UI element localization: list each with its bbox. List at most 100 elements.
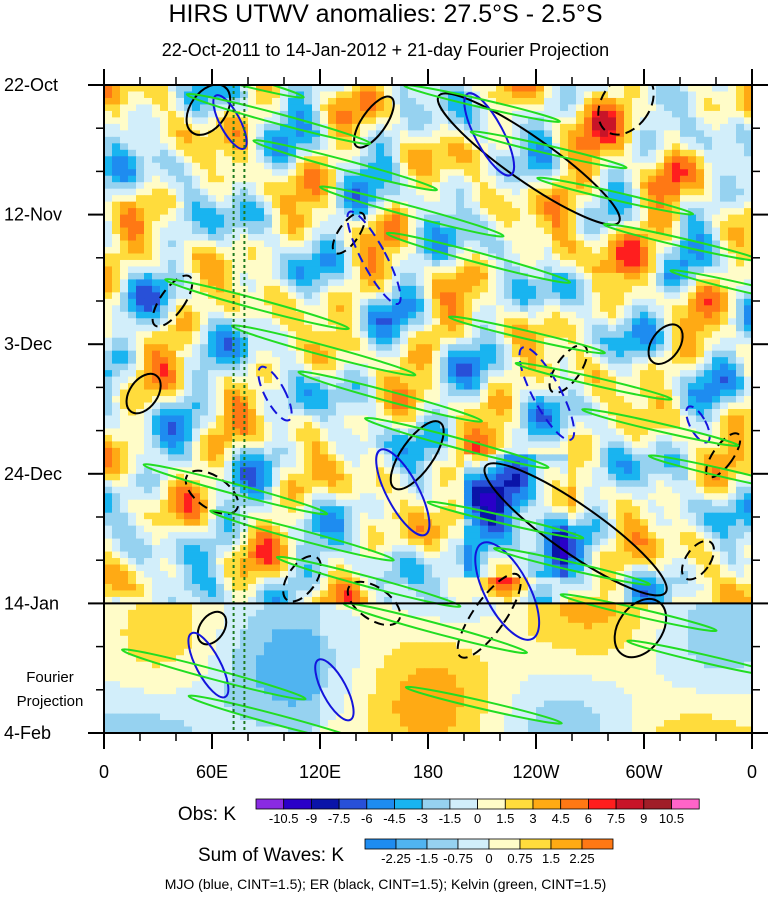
mjo-contour	[314, 658, 355, 722]
obs-colorbar-swatch	[671, 798, 700, 810]
mjo-contour	[257, 365, 293, 422]
y-tick-label: 14-Jan	[4, 593, 59, 613]
kelvin-contour	[297, 370, 483, 423]
er-contour	[125, 372, 162, 415]
obs-colorbar-label: 1.5	[496, 811, 514, 826]
x-tick-label: 60W	[625, 762, 662, 782]
obs-colorbar-swatch	[643, 798, 672, 810]
mjo-contour	[212, 94, 248, 150]
obs-colorbar-swatch	[394, 798, 423, 810]
kelvin-contour	[404, 685, 563, 725]
waves-colorbar-label: -2.25	[381, 851, 411, 866]
mjo-contour	[346, 210, 402, 306]
obs-colorbar-label: -1.5	[439, 811, 461, 826]
kelvin-contour	[164, 278, 350, 331]
er-contour	[681, 539, 715, 581]
obs-colorbar-swatch	[615, 798, 645, 810]
waves-colorbar-swatch	[364, 838, 397, 850]
kelvin-contour	[626, 639, 752, 679]
obs-colorbar-label: 10.5	[659, 811, 684, 826]
x-tick-label: 0	[99, 762, 109, 782]
waves-colorbar-label: -1.5	[416, 851, 438, 866]
obs-colorbar-swatch	[366, 798, 395, 810]
obs-colorbar-label: 6	[585, 811, 592, 826]
obs-colorbar-title: Obs: K	[178, 804, 236, 825]
kelvin-contour	[514, 361, 673, 401]
mjo-contour	[375, 448, 431, 537]
obs-colorbar-label: 9	[640, 811, 647, 826]
plot-axes: 22-Oct 12-Nov 3-Dec 24-Dec 14-Jan 4-Feb 0 60E 12…	[4, 69, 768, 782]
wave-contours	[119, 85, 752, 733]
y-tick-label: 24-Dec	[4, 464, 62, 484]
kelvin-contour	[364, 416, 550, 470]
er-contour	[151, 274, 194, 328]
y-tick-label: 22-Oct	[4, 75, 58, 95]
kelvin-contour	[185, 92, 372, 146]
er-contour	[185, 85, 232, 136]
x-tick-label: 120E	[299, 762, 341, 782]
x-tick-label: 120W	[512, 762, 559, 782]
kelvin-contour	[559, 593, 718, 633]
er-contour	[196, 610, 228, 646]
kelvin-contour	[230, 324, 417, 377]
obs-colorbar-swatch	[449, 798, 478, 810]
obs-colorbar-label: 4.5	[552, 811, 570, 826]
obs-colorbar-label: 7.5	[607, 811, 625, 826]
mjo-contour	[463, 92, 516, 177]
kelvin-contour	[319, 185, 505, 238]
obs-colorbar-swatch	[310, 798, 340, 810]
waves-colorbar-label: 0.75	[507, 851, 532, 866]
er-contour	[353, 95, 395, 149]
er-contour	[456, 572, 522, 659]
waves-colorbar-swatch	[395, 838, 428, 850]
kelvin-contour	[469, 130, 628, 170]
chart-title: HIRS UTWV anomalies: 27.5°S - 2.5°S	[168, 0, 603, 28]
waves-colorbar-swatch	[426, 838, 459, 850]
obs-colorbar-swatch	[338, 798, 368, 810]
anomaly-heatmap	[104, 85, 752, 733]
er-contour	[483, 462, 668, 597]
er-contour	[647, 323, 684, 365]
legend-caption: MJO (blue, CINT=1.5); ER (black, CINT=1.…	[164, 876, 607, 892]
er-contour	[597, 85, 655, 136]
er-contour	[389, 420, 445, 491]
projection-label-line2: Projection	[16, 693, 84, 710]
waves-colorbar-swatch	[581, 838, 614, 850]
obs-colorbar-swatch	[588, 798, 617, 810]
er-contour	[282, 554, 322, 603]
mjo-contour	[187, 631, 230, 699]
kelvin-contour	[536, 176, 695, 216]
waves-colorbar-swatch	[550, 838, 583, 850]
obs-colorbar-swatch	[283, 798, 312, 810]
kelvin-contour	[647, 454, 752, 494]
obs-colorbar-label: -4.5	[383, 811, 405, 826]
kelvin-contour	[252, 139, 438, 192]
y-tick-label: 12-Nov	[4, 205, 62, 225]
obs-colorbar-swatch	[477, 798, 506, 810]
obs-colorbar-label: -3	[416, 811, 428, 826]
waves-colorbar-swatch	[457, 838, 490, 850]
waves-colorbar-label: -0.75	[443, 851, 473, 866]
waves-colorbar-title: Sum of Waves: K	[198, 845, 344, 866]
er-contour	[346, 580, 402, 627]
er-contour	[331, 211, 366, 255]
waves-colorbar-label: 0	[485, 851, 492, 866]
kelvin-contour	[121, 648, 307, 701]
er-contour	[613, 597, 668, 659]
obs-colorbar-label: -6	[361, 811, 373, 826]
kelvin-contour	[209, 509, 395, 562]
obs-colorbar-swatch	[560, 798, 589, 810]
obs-colorbar-label: -9	[306, 811, 318, 826]
waves-colorbar-swatch	[488, 838, 521, 850]
projection-label-line1: Fourier	[26, 669, 74, 686]
waves-colorbar-label: 1.5	[542, 851, 560, 866]
colorbars: Obs: K -10.5 -9 -7.5 -6 -4.5 -3 -1.5 0 1.5 3 4.5 6 7.…	[178, 798, 700, 866]
kelvin-contour	[275, 555, 462, 608]
kelvin-contour	[448, 315, 606, 355]
er-contour	[184, 469, 240, 515]
y-tick-label: 4-Feb	[4, 723, 51, 743]
x-tick-label: 0	[747, 762, 757, 782]
kelvin-contour	[581, 408, 740, 447]
